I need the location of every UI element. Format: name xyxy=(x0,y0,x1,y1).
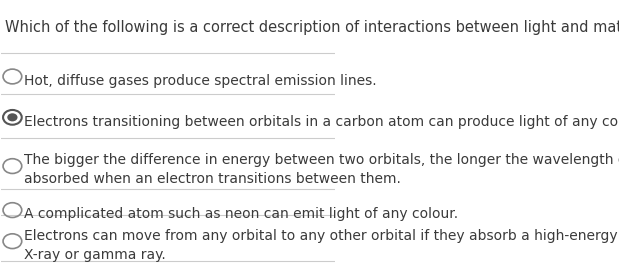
Text: Electrons transitioning between orbitals in a carbon atom can produce light of a: Electrons transitioning between orbitals… xyxy=(24,115,619,129)
Text: Hot, diffuse gases produce spectral emission lines.: Hot, diffuse gases produce spectral emis… xyxy=(24,74,377,88)
Text: The bigger the difference in energy between two orbitals, the longer the wavelen: The bigger the difference in energy betw… xyxy=(24,153,619,186)
Circle shape xyxy=(7,113,17,121)
Text: Electrons can move from any orbital to any other orbital if they absorb a high-e: Electrons can move from any orbital to a… xyxy=(24,228,619,262)
Text: Which of the following is a correct description of interactions between light an: Which of the following is a correct desc… xyxy=(5,20,619,35)
Text: A complicated atom such as neon can emit light of any colour.: A complicated atom such as neon can emit… xyxy=(24,208,458,221)
